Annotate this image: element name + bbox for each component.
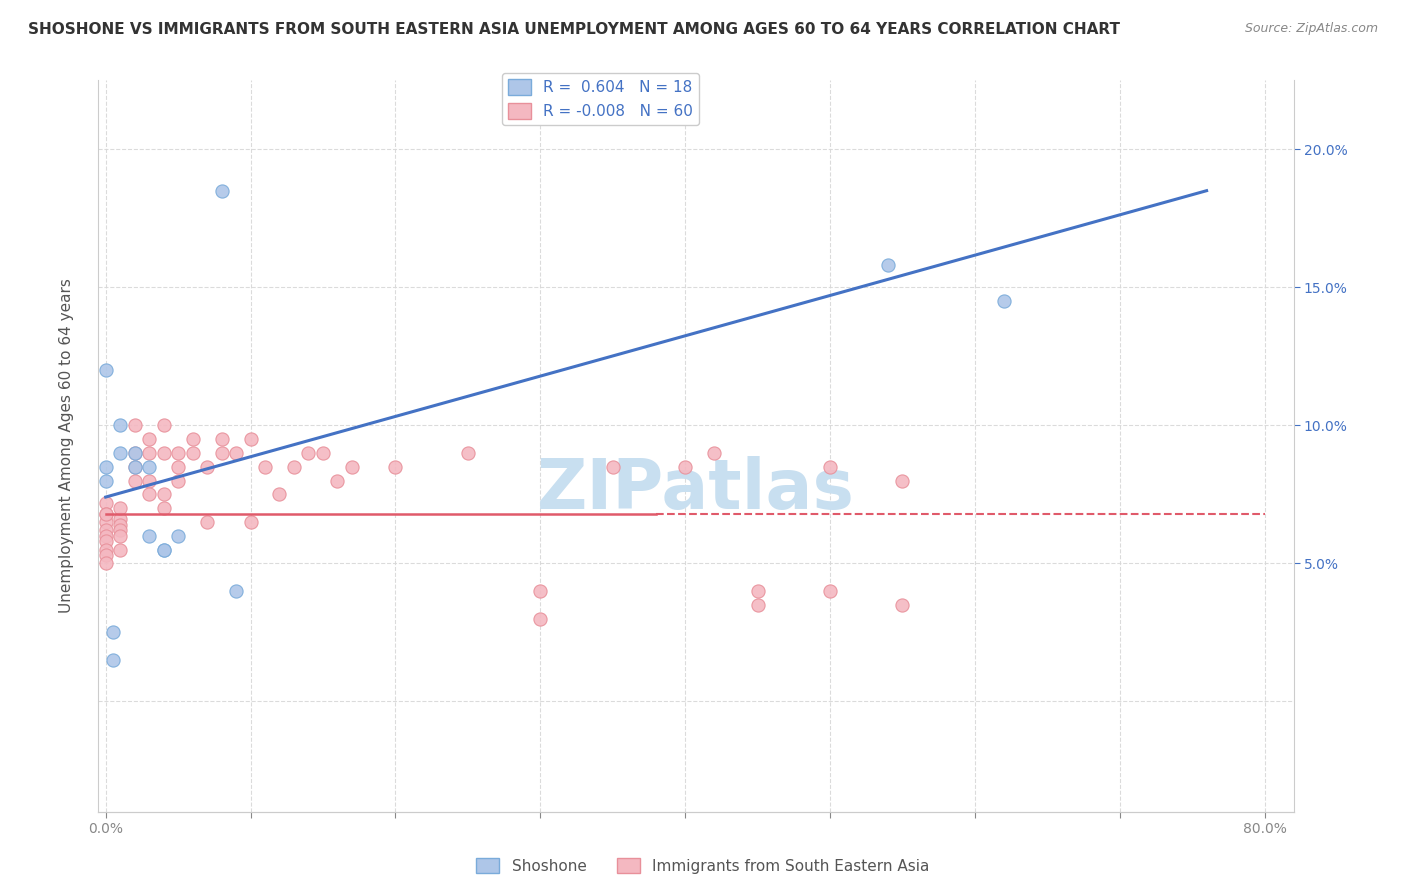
Point: [94, 515, 117, 529]
Point: [94, 459, 117, 474]
Point: [94, 557, 117, 571]
Point: [312, 446, 335, 460]
Point: [108, 517, 131, 532]
Point: [818, 583, 841, 598]
Legend: R =  0.604   N = 18, R = -0.008   N = 60: R = 0.604 N = 18, R = -0.008 N = 60: [502, 73, 699, 125]
Point: [703, 446, 725, 460]
Legend: Shoshone, Immigrants from South Eastern Asia: Shoshone, Immigrants from South Eastern …: [471, 852, 935, 880]
Point: [152, 542, 174, 557]
Point: [138, 529, 160, 543]
Point: [673, 459, 696, 474]
Text: SHOSHONE VS IMMIGRANTS FROM SOUTH EASTERN ASIA UNEMPLOYMENT AMONG AGES 60 TO 64 : SHOSHONE VS IMMIGRANTS FROM SOUTH EASTER…: [28, 22, 1121, 37]
Point: [747, 583, 769, 598]
Point: [529, 583, 551, 598]
Point: [211, 432, 233, 446]
Point: [225, 583, 247, 598]
Point: [94, 548, 117, 562]
Point: [211, 446, 233, 460]
Point: [138, 446, 160, 460]
Point: [108, 512, 131, 526]
Point: [138, 459, 160, 474]
Point: [195, 459, 218, 474]
Point: [269, 487, 291, 501]
Point: [602, 459, 624, 474]
Point: [877, 258, 900, 272]
Point: [747, 598, 769, 612]
Point: [152, 418, 174, 433]
Point: [326, 474, 349, 488]
Text: Source: ZipAtlas.com: Source: ZipAtlas.com: [1244, 22, 1378, 36]
Point: [101, 653, 124, 667]
Point: [94, 542, 117, 557]
Point: [94, 534, 117, 549]
Point: [167, 459, 190, 474]
Point: [181, 446, 204, 460]
Point: [152, 542, 174, 557]
Point: [101, 625, 124, 640]
Point: [124, 446, 146, 460]
Point: [993, 294, 1015, 309]
Point: [94, 529, 117, 543]
Point: [94, 474, 117, 488]
Point: [94, 495, 117, 509]
Point: [167, 474, 190, 488]
Point: [211, 184, 233, 198]
Point: [239, 432, 262, 446]
Point: [124, 446, 146, 460]
Point: [94, 507, 117, 521]
Point: [818, 459, 841, 474]
Point: [529, 611, 551, 625]
Point: [152, 501, 174, 516]
Point: [152, 446, 174, 460]
Point: [94, 523, 117, 537]
Point: [891, 474, 914, 488]
Point: [124, 474, 146, 488]
Point: [124, 418, 146, 433]
Point: [124, 459, 146, 474]
Point: [94, 363, 117, 377]
Point: [225, 446, 247, 460]
Y-axis label: Unemployment Among Ages 60 to 64 years: Unemployment Among Ages 60 to 64 years: [59, 278, 75, 614]
Point: [124, 459, 146, 474]
Point: [152, 487, 174, 501]
Text: ZIPatlas: ZIPatlas: [537, 457, 855, 524]
Point: [94, 507, 117, 521]
Point: [457, 446, 479, 460]
Point: [108, 542, 131, 557]
Point: [108, 529, 131, 543]
Point: [283, 459, 305, 474]
Point: [239, 515, 262, 529]
Point: [891, 598, 914, 612]
Point: [384, 459, 406, 474]
Point: [167, 529, 190, 543]
Point: [253, 459, 276, 474]
Point: [108, 501, 131, 516]
Point: [108, 418, 131, 433]
Point: [181, 432, 204, 446]
Point: [340, 459, 363, 474]
Point: [138, 487, 160, 501]
Point: [138, 474, 160, 488]
Point: [138, 432, 160, 446]
Point: [167, 446, 190, 460]
Point: [108, 446, 131, 460]
Point: [108, 523, 131, 537]
Point: [195, 515, 218, 529]
Point: [297, 446, 319, 460]
